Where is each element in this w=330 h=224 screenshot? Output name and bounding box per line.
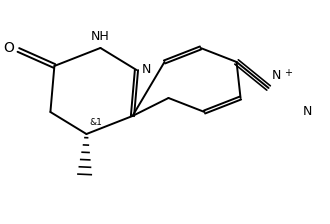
Text: N: N xyxy=(142,63,151,76)
Text: N: N xyxy=(272,69,281,82)
Text: NH: NH xyxy=(91,30,110,43)
Text: +: + xyxy=(284,68,292,78)
Text: O: O xyxy=(4,41,15,55)
Text: N: N xyxy=(303,105,312,118)
Text: &1: &1 xyxy=(90,118,103,127)
